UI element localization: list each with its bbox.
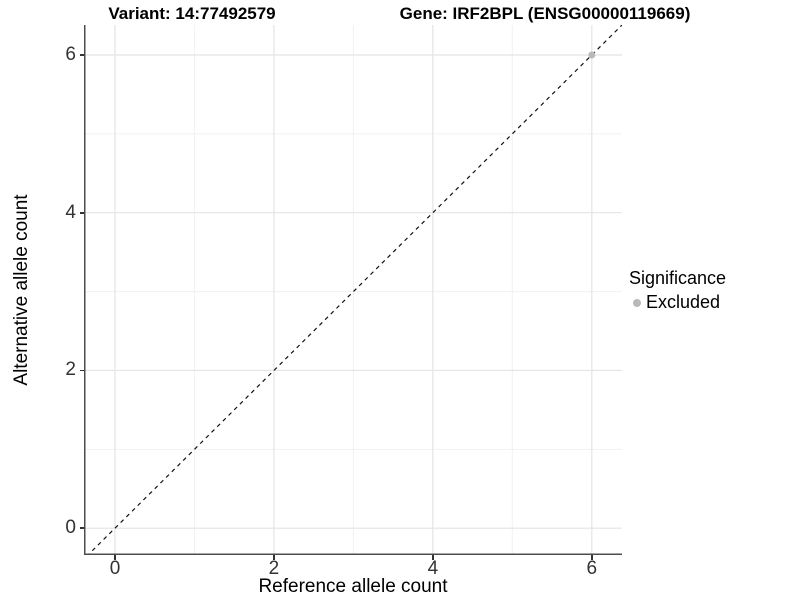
x-axis-tick [273,555,275,560]
plot-area-svg [84,25,622,555]
plot-title-gene: Gene: IRF2BPL (ENSG00000119669) [399,4,691,23]
y-axis-tick-label: 6 [65,44,76,65]
legend-point-icon [633,298,641,307]
y-axis-tick [79,369,84,372]
y-axis-tick [79,527,84,529]
y-axis-tick [79,212,84,214]
plot-panel [84,25,622,555]
y-axis-tick [79,54,84,56]
x-axis-tick-label: 2 [268,558,280,579]
x-axis-tick [591,555,593,560]
legend: Significance Excluded [629,268,726,313]
x-axis-tick-label: 4 [427,558,439,579]
y-axis-title: Alternative allele count [11,194,32,386]
y-axis-tick-label: 4 [65,201,76,223]
x-axis-tick-label: 0 [109,558,121,579]
legend-title: Significance [629,268,727,288]
x-axis-tick [432,555,434,560]
x-axis-tick-label: 6 [586,558,598,579]
y-axis-tick-label: 0 [65,517,76,539]
x-axis-tick [114,555,116,560]
x-axis-title: Reference allele count [258,576,448,597]
plot-title-variant: Variant: 14:77492579 [108,4,276,23]
y-axis-tick-label: 2 [65,359,76,381]
legend-entry-label: Excluded [646,292,721,312]
data-point [588,51,596,59]
legend-entry-excluded: Excluded [629,292,726,313]
